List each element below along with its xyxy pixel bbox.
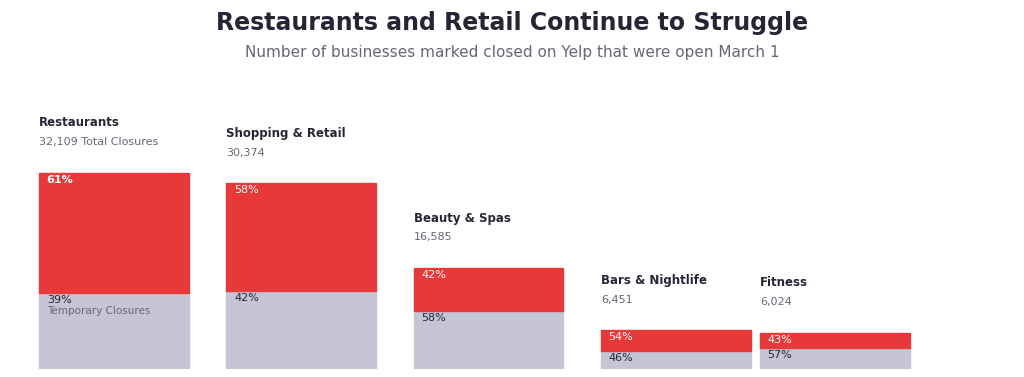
Text: Restaurants and Retail Continue to Struggle: Restaurants and Retail Continue to Strug… <box>216 11 808 35</box>
Text: 57%: 57% <box>768 350 793 360</box>
Text: 6,451: 6,451 <box>601 294 633 305</box>
Text: 42%: 42% <box>421 270 446 280</box>
Bar <box>760 348 910 369</box>
Text: 39%: 39% <box>47 295 72 305</box>
Text: Bars & Nightlife: Bars & Nightlife <box>601 274 707 287</box>
Bar <box>39 173 189 293</box>
Bar <box>414 268 563 311</box>
Text: 43%: 43% <box>768 334 793 345</box>
Bar <box>226 183 376 291</box>
Text: 16,585: 16,585 <box>414 233 453 242</box>
Text: Fitness: Fitness <box>760 276 808 289</box>
Text: 30,374: 30,374 <box>226 148 265 158</box>
Bar <box>601 330 751 351</box>
Bar <box>601 351 751 369</box>
Text: Permanent Closures: Permanent Closures <box>47 187 152 196</box>
Text: Temporary Closures: Temporary Closures <box>47 305 151 316</box>
Bar <box>414 311 563 369</box>
Text: Number of businesses marked closed on Yelp that were open March 1: Number of businesses marked closed on Ye… <box>245 45 779 60</box>
Text: Beauty & Spas: Beauty & Spas <box>414 211 511 225</box>
Text: 54%: 54% <box>608 332 633 342</box>
Text: 58%: 58% <box>233 185 259 195</box>
Bar <box>760 333 910 348</box>
Text: 61%: 61% <box>47 175 74 185</box>
Text: 6,024: 6,024 <box>760 297 792 307</box>
Bar <box>39 293 189 369</box>
Text: 46%: 46% <box>608 353 633 363</box>
Bar <box>226 291 376 369</box>
Text: 32,109 Total Closures: 32,109 Total Closures <box>39 137 159 147</box>
Text: Restaurants: Restaurants <box>39 116 120 129</box>
Text: 58%: 58% <box>421 313 445 322</box>
Text: 42%: 42% <box>233 293 259 303</box>
Text: Shopping & Retail: Shopping & Retail <box>226 127 346 140</box>
